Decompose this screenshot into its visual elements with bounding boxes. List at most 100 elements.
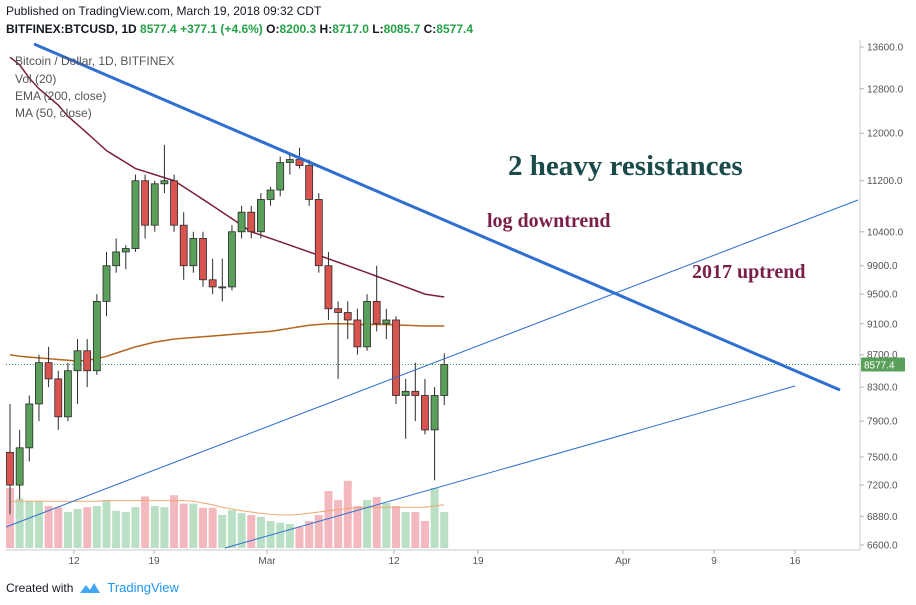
y-tick-label: 10400.0 bbox=[867, 227, 904, 238]
close-value: 8577.4 bbox=[436, 22, 473, 36]
candle-body bbox=[334, 308, 343, 313]
volume-bar bbox=[430, 488, 439, 548]
volume-bar bbox=[170, 495, 179, 548]
candle-body bbox=[392, 319, 400, 396]
candle-body bbox=[256, 199, 265, 233]
volume-bar bbox=[150, 506, 159, 548]
candle-body bbox=[160, 180, 169, 185]
volume-bar bbox=[73, 509, 82, 548]
created-with-text: Created with bbox=[6, 580, 74, 595]
volume-bar bbox=[256, 516, 265, 548]
candle-body bbox=[15, 447, 24, 486]
uptrend-line-2017 bbox=[5, 199, 859, 528]
candle-body bbox=[353, 319, 362, 348]
candle-body bbox=[430, 395, 439, 431]
volume-bar bbox=[189, 503, 198, 548]
y-tick-label: 6880.0 bbox=[867, 512, 898, 523]
symbol-info: BITFINEX:BTCUSD, 1D 8577.4 +377.1 (+4.6%… bbox=[6, 22, 473, 36]
candle-body bbox=[343, 312, 352, 321]
volume-bar bbox=[334, 500, 343, 548]
candle-body bbox=[189, 238, 198, 267]
legend-ma[interactable]: MA (50, close) bbox=[15, 106, 92, 120]
x-tick-label: 19 bbox=[148, 556, 160, 567]
volume-bar bbox=[353, 506, 362, 548]
y-tick-label: 8300.0 bbox=[867, 383, 898, 394]
x-tick-label: 12 bbox=[68, 556, 80, 567]
candle-body bbox=[218, 286, 227, 289]
y-tick-label: 12000.0 bbox=[867, 129, 904, 140]
volume-bar bbox=[102, 500, 111, 548]
candle-body bbox=[363, 301, 371, 348]
legend-ema[interactable]: EMA (200, close) bbox=[15, 89, 107, 103]
open-label: O: bbox=[266, 22, 280, 36]
volume-bar bbox=[382, 503, 391, 548]
ema-200-line bbox=[9, 323, 445, 362]
lower-support-line bbox=[224, 385, 796, 549]
volume-bar bbox=[199, 507, 207, 548]
volume-bar bbox=[92, 506, 101, 548]
candle-body bbox=[25, 403, 34, 449]
volume-bar bbox=[54, 507, 63, 548]
candle-body bbox=[324, 265, 333, 310]
volume-bar bbox=[179, 503, 188, 548]
volume-bar bbox=[314, 515, 323, 548]
volume-bar bbox=[276, 522, 285, 548]
x-tick-label: 12 bbox=[388, 556, 400, 567]
candle-body bbox=[372, 301, 381, 325]
volume-bar bbox=[131, 507, 140, 548]
volume-bar bbox=[324, 491, 333, 548]
volume-bar bbox=[247, 515, 256, 548]
candle-body bbox=[421, 395, 429, 431]
volume-bar bbox=[440, 512, 449, 548]
volume-bar bbox=[141, 496, 150, 548]
close-label: C: bbox=[423, 22, 437, 36]
open-value: 8200.3 bbox=[279, 22, 317, 36]
candle-body bbox=[35, 362, 43, 405]
tradingview-brand[interactable]: TradingView bbox=[107, 580, 179, 595]
x-tick-label: 16 bbox=[789, 556, 801, 567]
last-price-tag-label: 8577.4 bbox=[864, 360, 895, 371]
volume-bar bbox=[343, 480, 352, 548]
candle-body bbox=[141, 180, 150, 226]
volume-bar bbox=[121, 512, 130, 548]
candle-body bbox=[401, 390, 410, 396]
volume-bar bbox=[237, 513, 246, 548]
candle-body bbox=[121, 248, 130, 253]
candle-body bbox=[73, 350, 82, 372]
candle-body bbox=[92, 301, 101, 372]
tradingview-logo-icon bbox=[80, 582, 101, 593]
y-tick-label: 6600.0 bbox=[867, 541, 898, 552]
volume-bar bbox=[6, 488, 14, 548]
symbol-name: BITFINEX:BTCUSD, 1D bbox=[6, 22, 137, 36]
candle-body bbox=[382, 319, 391, 325]
x-tick-label: Apr bbox=[615, 556, 631, 567]
volume-bar bbox=[63, 512, 72, 548]
volume-bar bbox=[15, 498, 24, 548]
y-tick-label: 13600.0 bbox=[867, 43, 904, 54]
volume-bar bbox=[25, 501, 34, 548]
candle-body bbox=[170, 180, 178, 226]
volume-bar bbox=[266, 521, 275, 548]
volume-bar bbox=[392, 506, 400, 548]
candle-body bbox=[44, 362, 53, 380]
volume-bar bbox=[112, 510, 121, 548]
candle-body bbox=[276, 162, 285, 191]
volume-bar bbox=[305, 521, 314, 548]
y-tick-label: 7200.0 bbox=[867, 481, 898, 492]
last-price: 8577.4 bbox=[140, 22, 177, 36]
volume-bar bbox=[208, 507, 217, 548]
price-change: +377.1 (+4.6%) bbox=[180, 22, 263, 36]
published-caption: Published on TradingView.com, March 19, … bbox=[6, 4, 322, 18]
candle-body bbox=[199, 238, 207, 281]
x-tick-label: 19 bbox=[472, 556, 484, 567]
candle-body bbox=[102, 265, 111, 302]
y-tick-label: 9500.0 bbox=[867, 290, 898, 301]
legend-volume[interactable]: Vol (20) bbox=[15, 72, 57, 86]
ma-50-line bbox=[9, 56, 445, 298]
y-tick-label: 9900.0 bbox=[867, 261, 898, 272]
volume-bar bbox=[363, 500, 372, 548]
low-label: L: bbox=[372, 22, 384, 36]
volume-ma-line bbox=[10, 500, 445, 516]
candle-body bbox=[208, 279, 217, 288]
